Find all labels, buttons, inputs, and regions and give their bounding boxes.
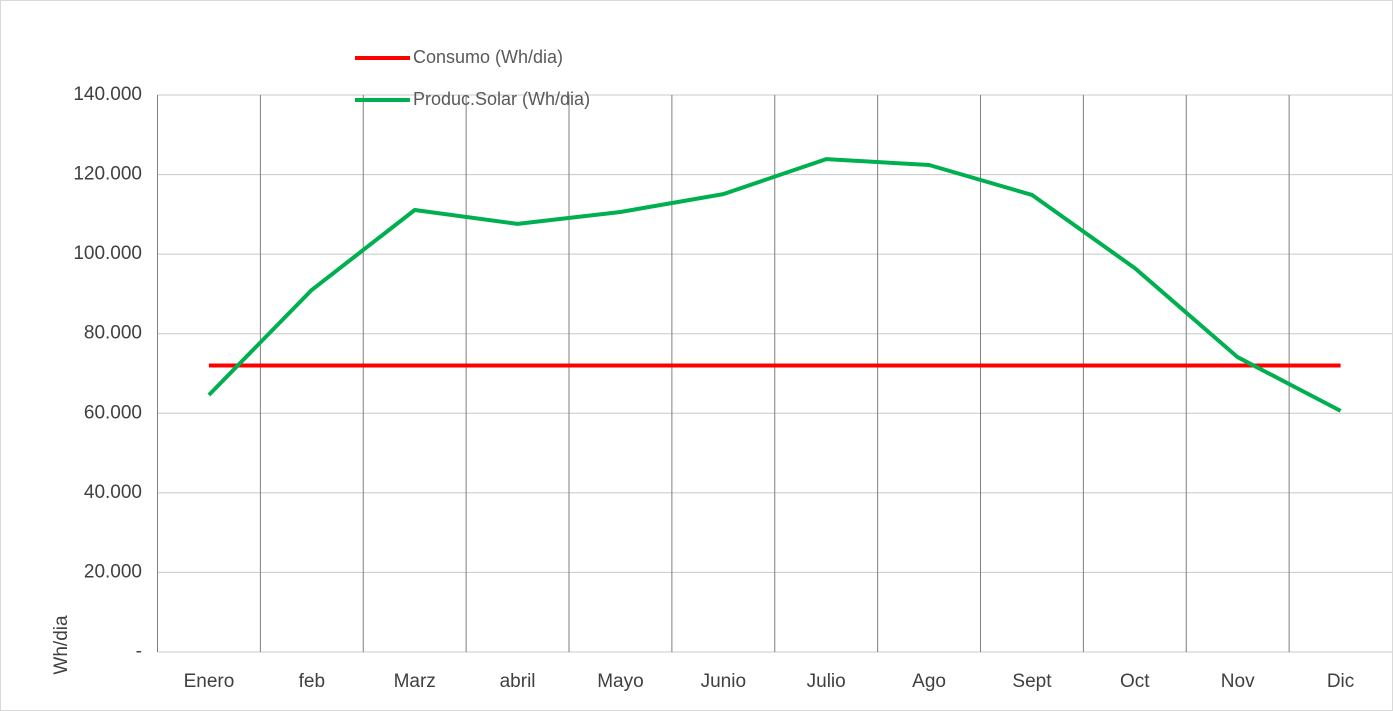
y-axis-label: Wh/dia bbox=[51, 615, 72, 675]
x-tick-label: Ago bbox=[912, 671, 946, 692]
x-tick-label: feb bbox=[299, 671, 325, 692]
legend-label: Consumo (Wh/dia) bbox=[413, 47, 563, 67]
y-tick-label: 120.000 bbox=[73, 164, 142, 185]
y-tick-label: 140.000 bbox=[73, 84, 142, 105]
x-tick-label: Marz bbox=[394, 671, 436, 692]
x-tick-label: Junio bbox=[701, 671, 746, 692]
y-tick-label: - bbox=[136, 641, 142, 662]
x-tick-label: abril bbox=[500, 671, 536, 692]
x-tick-label: Oct bbox=[1120, 671, 1150, 692]
x-tick-label: Enero bbox=[184, 671, 235, 692]
y-tick-label: 60.000 bbox=[84, 402, 142, 423]
y-tick-label: 100.000 bbox=[73, 243, 142, 264]
x-tick-label: Dic bbox=[1327, 671, 1354, 692]
y-tick-label: 40.000 bbox=[84, 482, 142, 503]
series-line bbox=[207, 157, 1342, 413]
x-tick-label: Nov bbox=[1221, 671, 1255, 692]
y-tick-label: 20.000 bbox=[84, 561, 142, 582]
x-tick-label: Sept bbox=[1012, 671, 1052, 692]
legend-label: Produc.Solar (Wh/dia) bbox=[413, 89, 590, 109]
x-tick-label: Mayo bbox=[597, 671, 643, 692]
y-tick-label: 80.000 bbox=[84, 323, 142, 344]
x-tick-label: Julio bbox=[807, 671, 846, 692]
